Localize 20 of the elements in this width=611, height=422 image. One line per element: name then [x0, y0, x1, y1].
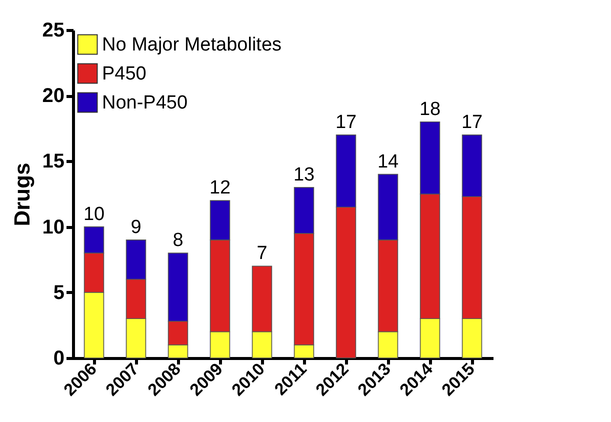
total-label: 12 — [209, 178, 231, 199]
y-tick-label: 0 — [53, 348, 64, 370]
total-label: 18 — [419, 98, 441, 120]
y-tick-label: 10 — [42, 216, 64, 238]
total-label: 17 — [461, 112, 483, 133]
total-label: 14 — [377, 151, 399, 172]
total-label: 7 — [256, 243, 268, 264]
total-label: 10 — [83, 204, 105, 225]
y-tick-label: 20 — [42, 85, 64, 108]
y-axis-title: Drugs — [9, 162, 34, 226]
total-label: 17 — [335, 112, 357, 133]
total-label: 13 — [293, 164, 315, 186]
y-tick-label: 5 — [53, 282, 64, 304]
y-tick-label: 25 — [42, 20, 64, 42]
legend-label: P450 — [102, 64, 146, 84]
legend-label: Non-P450 — [102, 92, 188, 114]
legend-label: No Major Metabolites — [102, 34, 282, 56]
y-tick-label: 15 — [42, 150, 64, 173]
total-label: 8 — [172, 230, 184, 252]
total-label: 9 — [130, 216, 142, 238]
